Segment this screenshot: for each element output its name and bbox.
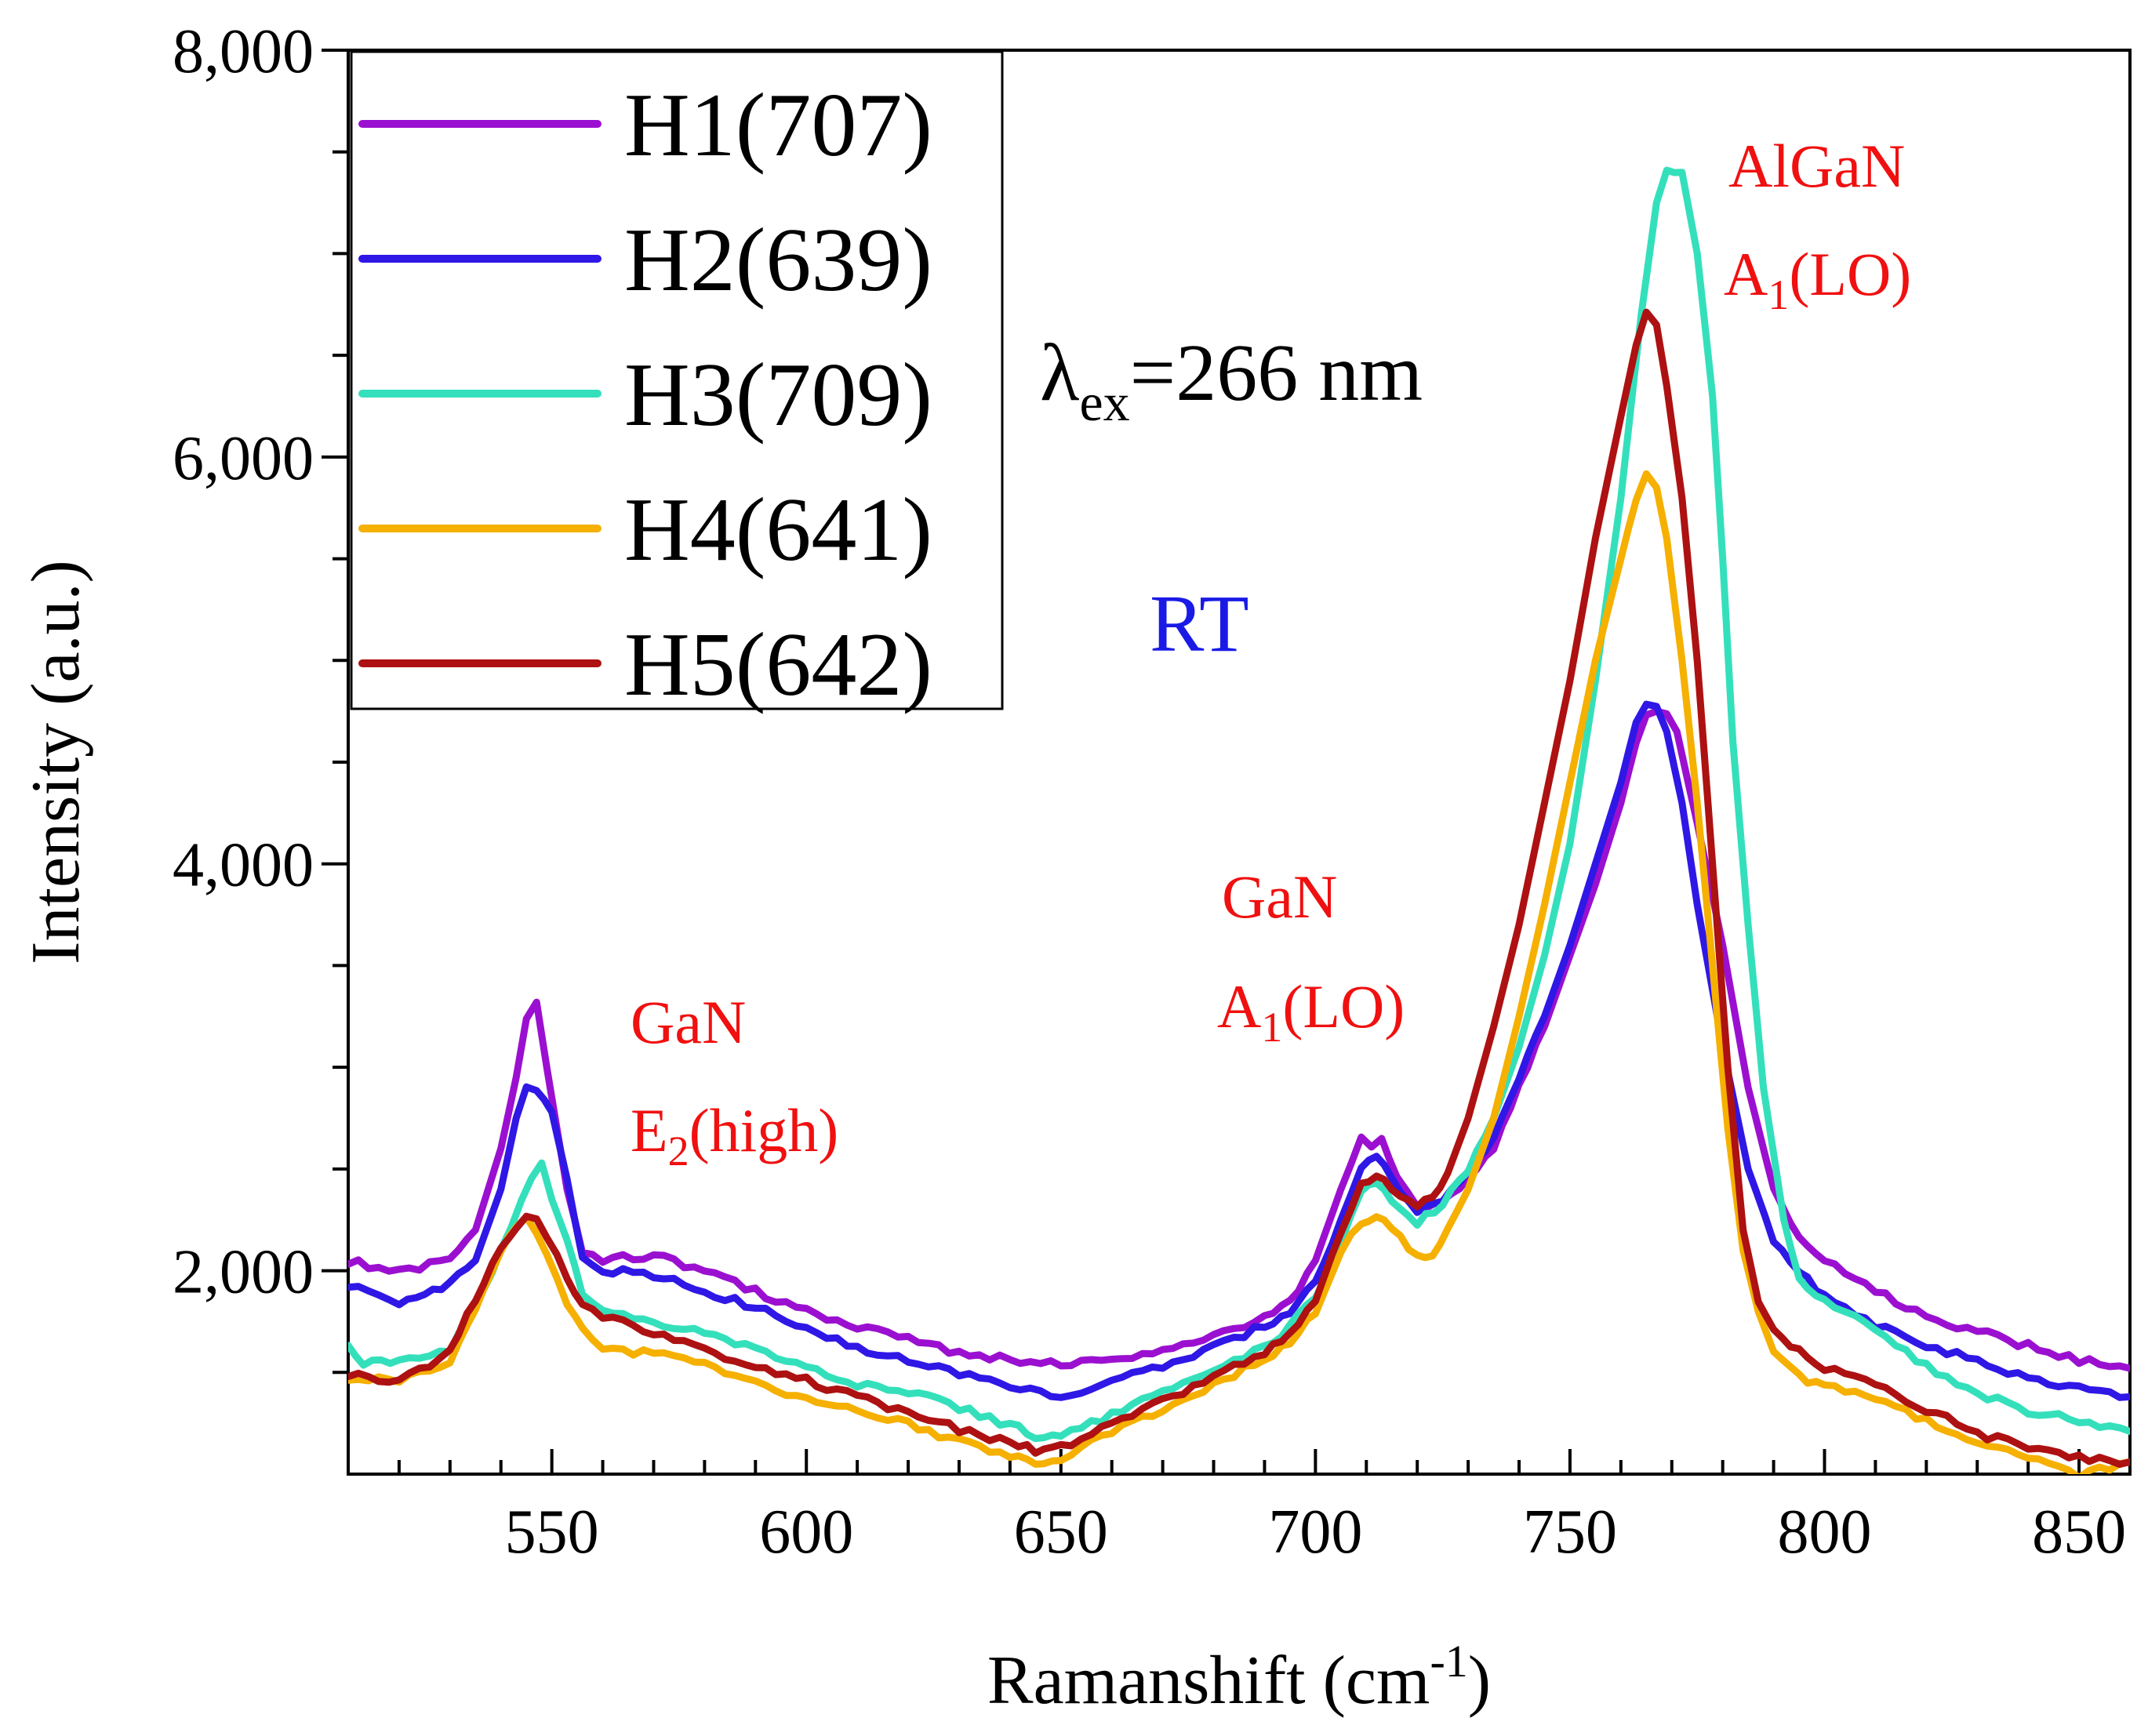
legend-label: H2(639) xyxy=(624,210,932,311)
annotation-gan-a1-line1: GaN xyxy=(1222,863,1337,931)
series-line-h4 xyxy=(348,470,2130,1474)
series-line-h2 xyxy=(348,700,2130,1401)
legend-box xyxy=(350,50,1004,710)
annotation-algan-a1-line2: A1(LO) xyxy=(1724,240,1911,318)
annotation-gan-e2-line2: E2(high) xyxy=(631,1096,838,1175)
legend-label: H4(641) xyxy=(624,480,932,580)
annotation-algan-a1: AlGaN A1(LO) xyxy=(1724,132,1911,318)
y-tick-label: 4,000 xyxy=(173,831,314,900)
x-axis-ticks: 550 600 650 700 750 800 850 xyxy=(347,1449,2132,1567)
series-layer xyxy=(348,166,2130,1474)
annotation-gan-e2: GaN E2(high) xyxy=(631,988,838,1175)
x-tick-label: 650 xyxy=(1014,1498,1108,1567)
annotation-algan-a1-line1: AlGaN xyxy=(1728,132,1905,200)
y-axis-ticks: 2,000 4,000 6,000 8,000 xyxy=(173,17,348,1375)
x-tick-label: 800 xyxy=(1778,1498,1872,1567)
x-tick-label: 750 xyxy=(1523,1498,1617,1567)
legend-label: H1(707) xyxy=(624,75,932,176)
annotation-excitation-wavelength: λex=266 nm xyxy=(1040,328,1423,432)
x-tick-label: 600 xyxy=(759,1498,853,1567)
legend: H1(707) H2(639) H3(709) H4(641) H5(642) xyxy=(350,50,1004,715)
x-tick-label: 850 xyxy=(2032,1498,2126,1567)
series-line-h1 xyxy=(348,707,2130,1372)
x-axis-label: Ramanshift (cm-1) xyxy=(987,1636,1491,1719)
legend-label: H5(642) xyxy=(624,615,932,715)
y-tick-label: 6,000 xyxy=(173,424,314,493)
legend-label: H3(709) xyxy=(624,345,932,445)
annotation-gan-e2-line1: GaN xyxy=(631,988,746,1056)
y-tick-label: 8,000 xyxy=(173,17,314,86)
x-tick-label: 550 xyxy=(505,1498,599,1567)
y-axis-label: Intensity (a.u.) xyxy=(18,560,94,964)
annotation-room-temperature: RT xyxy=(1150,579,1249,669)
y-tick-label: 2,000 xyxy=(173,1238,314,1307)
series-line-h5 xyxy=(348,308,2130,1468)
x-tick-label: 700 xyxy=(1268,1498,1362,1567)
annotation-gan-a1: GaN A1(LO) xyxy=(1217,863,1405,1051)
annotation-gan-a1-line2: A1(LO) xyxy=(1217,972,1405,1051)
